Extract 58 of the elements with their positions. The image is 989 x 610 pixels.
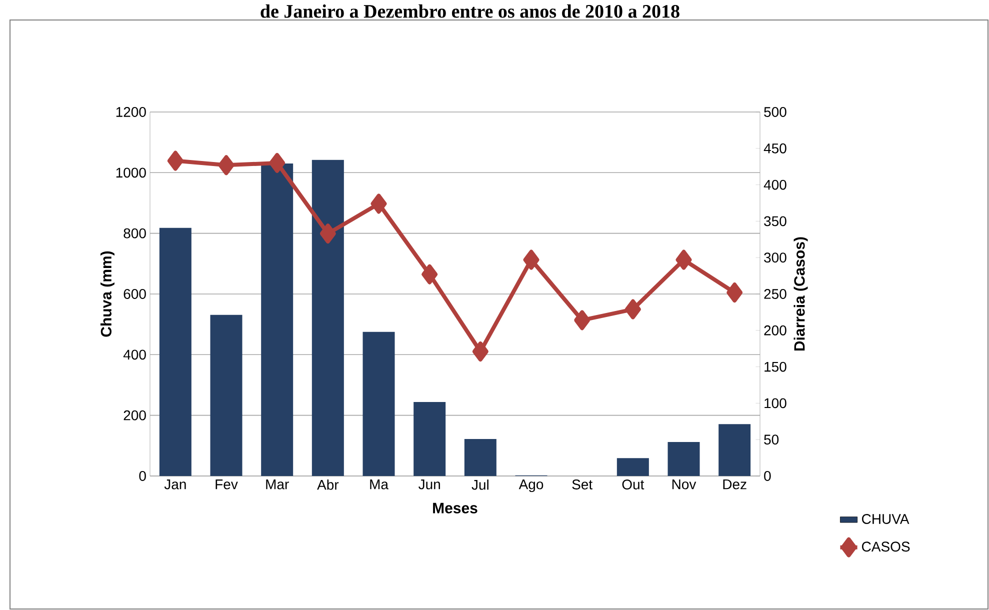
y2-tick-label: 200 [764,325,786,336]
y-tick-label: 800 [124,228,146,238]
y2-tick-label: 100 [764,398,786,408]
y2-tick-label: 250 [764,289,786,299]
point [320,224,336,244]
x-tick-label: Dez [723,480,746,490]
x-tick-label: Nov [672,480,696,490]
x-axis-title: Meses [433,502,478,514]
point [218,155,234,176]
y2-tick-label: 50 [764,434,779,445]
y2-tick-label: 350 [764,216,786,226]
bar [362,332,395,476]
bar [261,164,294,476]
point [624,299,641,320]
bar [464,438,496,476]
y-axis-title: Chuva (mm) [100,251,114,337]
y2-tick-label: 300 [764,252,786,263]
bar [718,424,751,476]
y2-axis-title: Diarreia (Casos) [794,237,808,351]
x-tick-label: Abr [317,480,339,490]
point [167,150,184,171]
point [472,342,488,362]
y2-tick-label: 400 [764,180,786,190]
point [726,282,743,303]
y2-tick-label: 150 [764,362,786,372]
bar [414,402,446,476]
point [574,310,590,330]
y-tick-label: 1000 [116,168,146,178]
x-tick-label: Ago [518,480,544,492]
y2-tick-label: 450 [764,143,786,154]
x-tick-label: Mar [266,480,289,490]
point [269,152,286,173]
y-tick-label: 200 [124,410,146,420]
x-tick-label: Set [572,480,592,490]
bar [668,442,700,476]
x-tick-label: Jul [472,480,488,490]
point [676,250,692,270]
x-tick-label: Fev [216,480,238,490]
legend-label: CASOS [862,542,910,552]
x-tick-label: Jun [418,480,440,490]
y2-tick-label: 500 [764,107,786,117]
y2-tick-label: 0 [764,471,771,481]
chart-title: de Janeiro a Dezembro entre os anos de 2010 a 2018 [260,4,680,18]
legend-label: CHUVA [862,514,910,524]
y-tick-label: 0 [139,471,146,481]
bar [312,160,344,476]
x-tick-label: Out [622,480,644,490]
bar [210,314,242,476]
y-tick-label: 1200 [116,107,146,117]
bar [159,228,192,476]
y-tick-label: 400 [123,350,146,360]
y-tick-label: 600 [124,289,146,299]
point [370,194,387,214]
point [523,250,540,270]
x-tick-label: Ma [370,480,388,490]
x-tick-label: Jan [164,480,186,490]
point [422,264,438,284]
bar [616,458,649,476]
